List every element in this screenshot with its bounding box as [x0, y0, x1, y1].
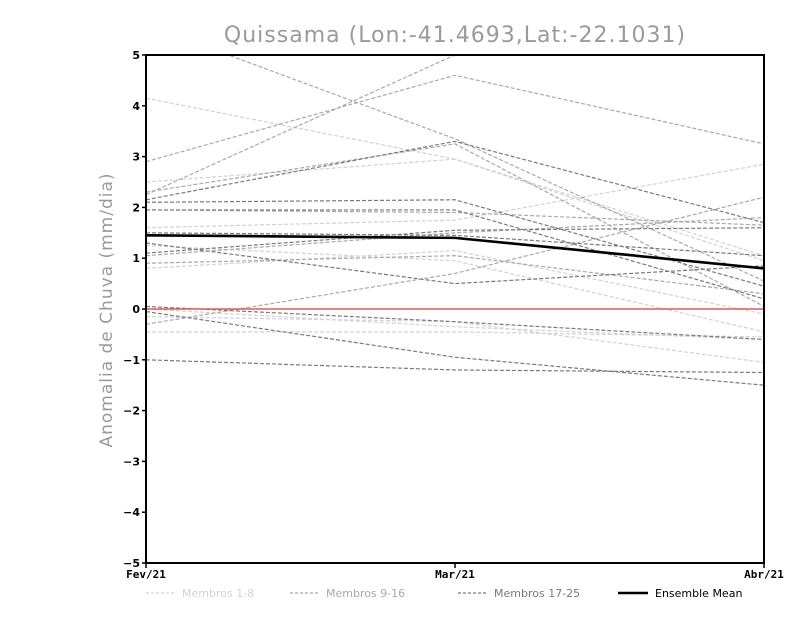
member-line-17	[146, 140, 764, 224]
member-line-1	[146, 97, 764, 257]
member-line-16	[146, 196, 764, 325]
legend-label-3: Membros 17-25	[494, 587, 580, 600]
member-line-8	[146, 308, 764, 341]
member-line-21	[146, 232, 764, 257]
member-line-7	[146, 331, 764, 338]
member-line-13	[146, 209, 764, 226]
y-tick-label: −2	[123, 405, 140, 418]
x-tick-label: Fev/21	[126, 568, 166, 581]
y-tick-label: 4	[132, 100, 140, 113]
y-tick-label: 1	[132, 252, 140, 265]
y-tick-label: −1	[123, 354, 140, 367]
member-line-2	[146, 158, 764, 262]
y-axis-ticks: −5 −4 −3 −2 −1 0 1 2 3 4 5	[123, 49, 146, 570]
y-tick-label: −3	[123, 455, 140, 468]
member-line-6	[146, 316, 764, 363]
x-tick-label: Abr/21	[744, 568, 784, 581]
member-line-11	[226, 55, 764, 282]
legend-label-1: Membros 1-8	[182, 587, 254, 600]
ensemble-mean-line	[145, 234, 765, 270]
member-line-23	[146, 305, 764, 341]
member-line-22	[146, 242, 764, 285]
legend-label-4: Ensemble Mean	[655, 587, 742, 600]
member-line-20	[146, 227, 764, 254]
y-tick-label: −5	[123, 557, 140, 570]
y-axis-label: Anomalia de Chuva (mm/dia)	[97, 172, 117, 447]
member-line-9	[146, 74, 764, 163]
x-axis-ticks: Fev/21 Mar/21 Abr/21	[126, 563, 784, 581]
legend-label-2: Membros 9-16	[326, 587, 405, 600]
member-line-3	[146, 163, 764, 229]
y-tick-label: 5	[132, 49, 140, 62]
member-line-24	[146, 310, 764, 386]
member-line-4	[146, 244, 764, 333]
y-tick-label: 3	[132, 151, 140, 164]
member-line-5	[146, 249, 764, 315]
legend: Membros 1-8 Membros 9-16 Membros 17-25 Ense…	[146, 587, 742, 600]
x-tick-label: Mar/21	[435, 568, 475, 581]
member-line-25	[146, 359, 764, 374]
member-line-15	[146, 255, 764, 295]
chart-title: Quissama (Lon:-41.4693,Lat:-22.1031)	[224, 23, 686, 48]
plot-lines	[146, 55, 764, 386]
member-line-12	[146, 143, 764, 307]
y-tick-label: 0	[132, 303, 140, 316]
ensemble-mean-layer	[145, 234, 765, 270]
y-tick-label: 2	[132, 201, 140, 214]
member-line-10	[146, 55, 764, 196]
member-line-19	[146, 209, 764, 300]
y-tick-label: −4	[123, 506, 140, 519]
